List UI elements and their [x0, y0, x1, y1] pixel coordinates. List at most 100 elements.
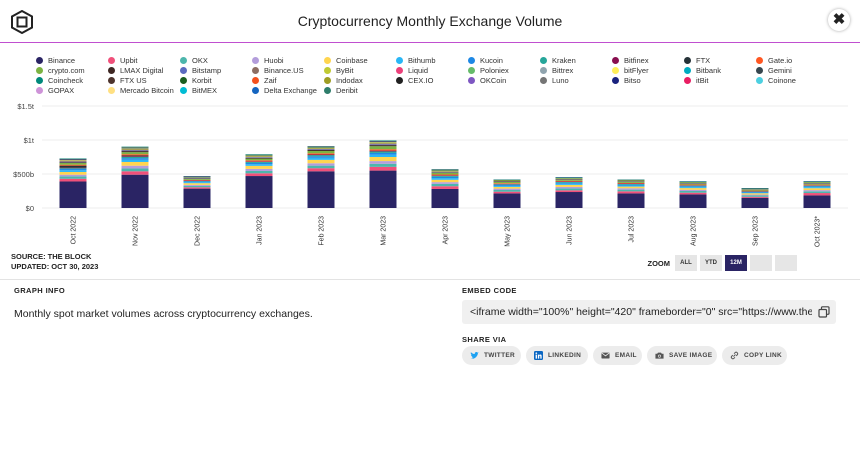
- bar-segment[interactable]: [183, 180, 211, 182]
- bar-segment[interactable]: [555, 190, 583, 193]
- legend-item[interactable]: itBit: [684, 76, 709, 86]
- bar-segment[interactable]: [803, 186, 831, 188]
- bar-segment[interactable]: [245, 161, 273, 163]
- bar-segment[interactable]: [245, 165, 273, 169]
- bar-segment[interactable]: [59, 170, 87, 172]
- bar-stack[interactable]: [679, 181, 707, 208]
- bar-segment[interactable]: [121, 161, 149, 166]
- legend-item[interactable]: Coinbase: [324, 56, 368, 66]
- legend-item[interactable]: Liquid: [396, 66, 428, 76]
- bar-segment[interactable]: [183, 185, 211, 188]
- bar-segment[interactable]: [493, 181, 521, 184]
- bar-stack[interactable]: [307, 146, 335, 208]
- bar-segment[interactable]: [59, 167, 87, 169]
- bar-segment[interactable]: [245, 170, 273, 174]
- bar-segment[interactable]: [121, 171, 149, 175]
- legend-item[interactable]: Poloniex: [468, 66, 509, 76]
- bar-segment[interactable]: [307, 153, 335, 155]
- bar-segment[interactable]: [803, 188, 831, 191]
- bar-segment[interactable]: [307, 168, 335, 172]
- legend-item[interactable]: Luno: [540, 76, 569, 86]
- bar-segment[interactable]: [679, 185, 707, 187]
- bar-segment[interactable]: [307, 147, 335, 149]
- bar-segment[interactable]: [183, 182, 211, 184]
- bar-segment[interactable]: [121, 158, 149, 160]
- bar-segment[interactable]: [59, 160, 87, 161]
- bar-segment[interactable]: [245, 168, 273, 171]
- bar-segment[interactable]: [679, 187, 707, 189]
- legend-item[interactable]: CEX.IO: [396, 76, 433, 86]
- bar-segment[interactable]: [183, 183, 211, 185]
- bar-segment[interactable]: [59, 161, 87, 163]
- bar-segment[interactable]: [431, 170, 459, 172]
- legend-item[interactable]: Bitbank: [684, 66, 721, 76]
- bar-segment[interactable]: [59, 160, 87, 162]
- legend-item[interactable]: GOPAX: [36, 86, 74, 96]
- bar-segment[interactable]: [679, 182, 707, 183]
- legend-item[interactable]: crypto.com: [36, 66, 85, 76]
- close-button[interactable]: ✖: [828, 9, 850, 31]
- bar-segment[interactable]: [59, 162, 87, 163]
- bar-segment[interactable]: [431, 176, 459, 179]
- bar-segment[interactable]: [369, 142, 397, 144]
- bar-segment[interactable]: [121, 156, 149, 157]
- bar-segment[interactable]: [59, 169, 87, 171]
- legend-item[interactable]: Bitfinex: [612, 56, 649, 66]
- bar-segment[interactable]: [183, 179, 211, 181]
- bar-segment[interactable]: [307, 150, 335, 154]
- bar-segment[interactable]: [245, 157, 273, 158]
- bar-segment[interactable]: [555, 188, 583, 191]
- bar-segment[interactable]: [245, 173, 273, 177]
- bar-stack[interactable]: [803, 181, 831, 208]
- copy-icon[interactable]: [818, 306, 830, 318]
- bar-segment[interactable]: [493, 191, 521, 194]
- bar-segment[interactable]: [493, 186, 521, 189]
- bar-segment[interactable]: [803, 187, 831, 189]
- copy-link-button[interactable]: COPY LINK: [722, 346, 787, 365]
- bar-segment[interactable]: [245, 158, 273, 161]
- bar-segment[interactable]: [121, 156, 149, 159]
- bar-segment[interactable]: [431, 182, 459, 184]
- bar-segment[interactable]: [121, 150, 149, 152]
- bar-segment[interactable]: [741, 197, 769, 208]
- legend-item[interactable]: Kucoin: [468, 56, 503, 66]
- bar-segment[interactable]: [617, 193, 645, 208]
- bar-segment[interactable]: [803, 191, 831, 194]
- bar-segment[interactable]: [741, 196, 769, 198]
- bar-segment[interactable]: [245, 157, 273, 159]
- bar-segment[interactable]: [121, 149, 149, 151]
- bar-segment[interactable]: [617, 182, 645, 184]
- bar-segment[interactable]: [431, 172, 459, 173]
- bar-segment[interactable]: [555, 179, 583, 181]
- bar-segment[interactable]: [803, 183, 831, 185]
- bar-segment[interactable]: [679, 192, 707, 195]
- bar-segment[interactable]: [493, 193, 521, 208]
- bar-segment[interactable]: [555, 184, 583, 187]
- bar-segment[interactable]: [803, 195, 831, 208]
- bar-segment[interactable]: [617, 181, 645, 183]
- legend-item[interactable]: LMAX Digital: [108, 66, 163, 76]
- bar-segment[interactable]: [741, 189, 769, 191]
- zoom-range-start[interactable]: [750, 255, 772, 271]
- legend-item[interactable]: OKX: [180, 56, 208, 66]
- bar-segment[interactable]: [369, 170, 397, 208]
- bar-segment[interactable]: [307, 159, 335, 164]
- bar-segment[interactable]: [307, 149, 335, 150]
- bar-segment[interactable]: [679, 189, 707, 191]
- legend-item[interactable]: Coinone: [756, 76, 796, 86]
- bar-segment[interactable]: [369, 149, 397, 151]
- bar-segment[interactable]: [369, 150, 397, 152]
- bar-segment[interactable]: [369, 151, 397, 153]
- bar-segment[interactable]: [431, 183, 459, 187]
- bar-segment[interactable]: [617, 185, 645, 187]
- bar-segment[interactable]: [741, 195, 769, 197]
- bar-stack[interactable]: [59, 158, 87, 208]
- bar-segment[interactable]: [307, 154, 335, 156]
- bar-stack[interactable]: [555, 177, 583, 208]
- bar-segment[interactable]: [59, 178, 87, 182]
- bar-segment[interactable]: [369, 163, 397, 167]
- bar-segment[interactable]: [617, 183, 645, 185]
- bar-segment[interactable]: [617, 184, 645, 186]
- bar-segment[interactable]: [555, 180, 583, 182]
- legend-item[interactable]: Bitstamp: [180, 66, 221, 76]
